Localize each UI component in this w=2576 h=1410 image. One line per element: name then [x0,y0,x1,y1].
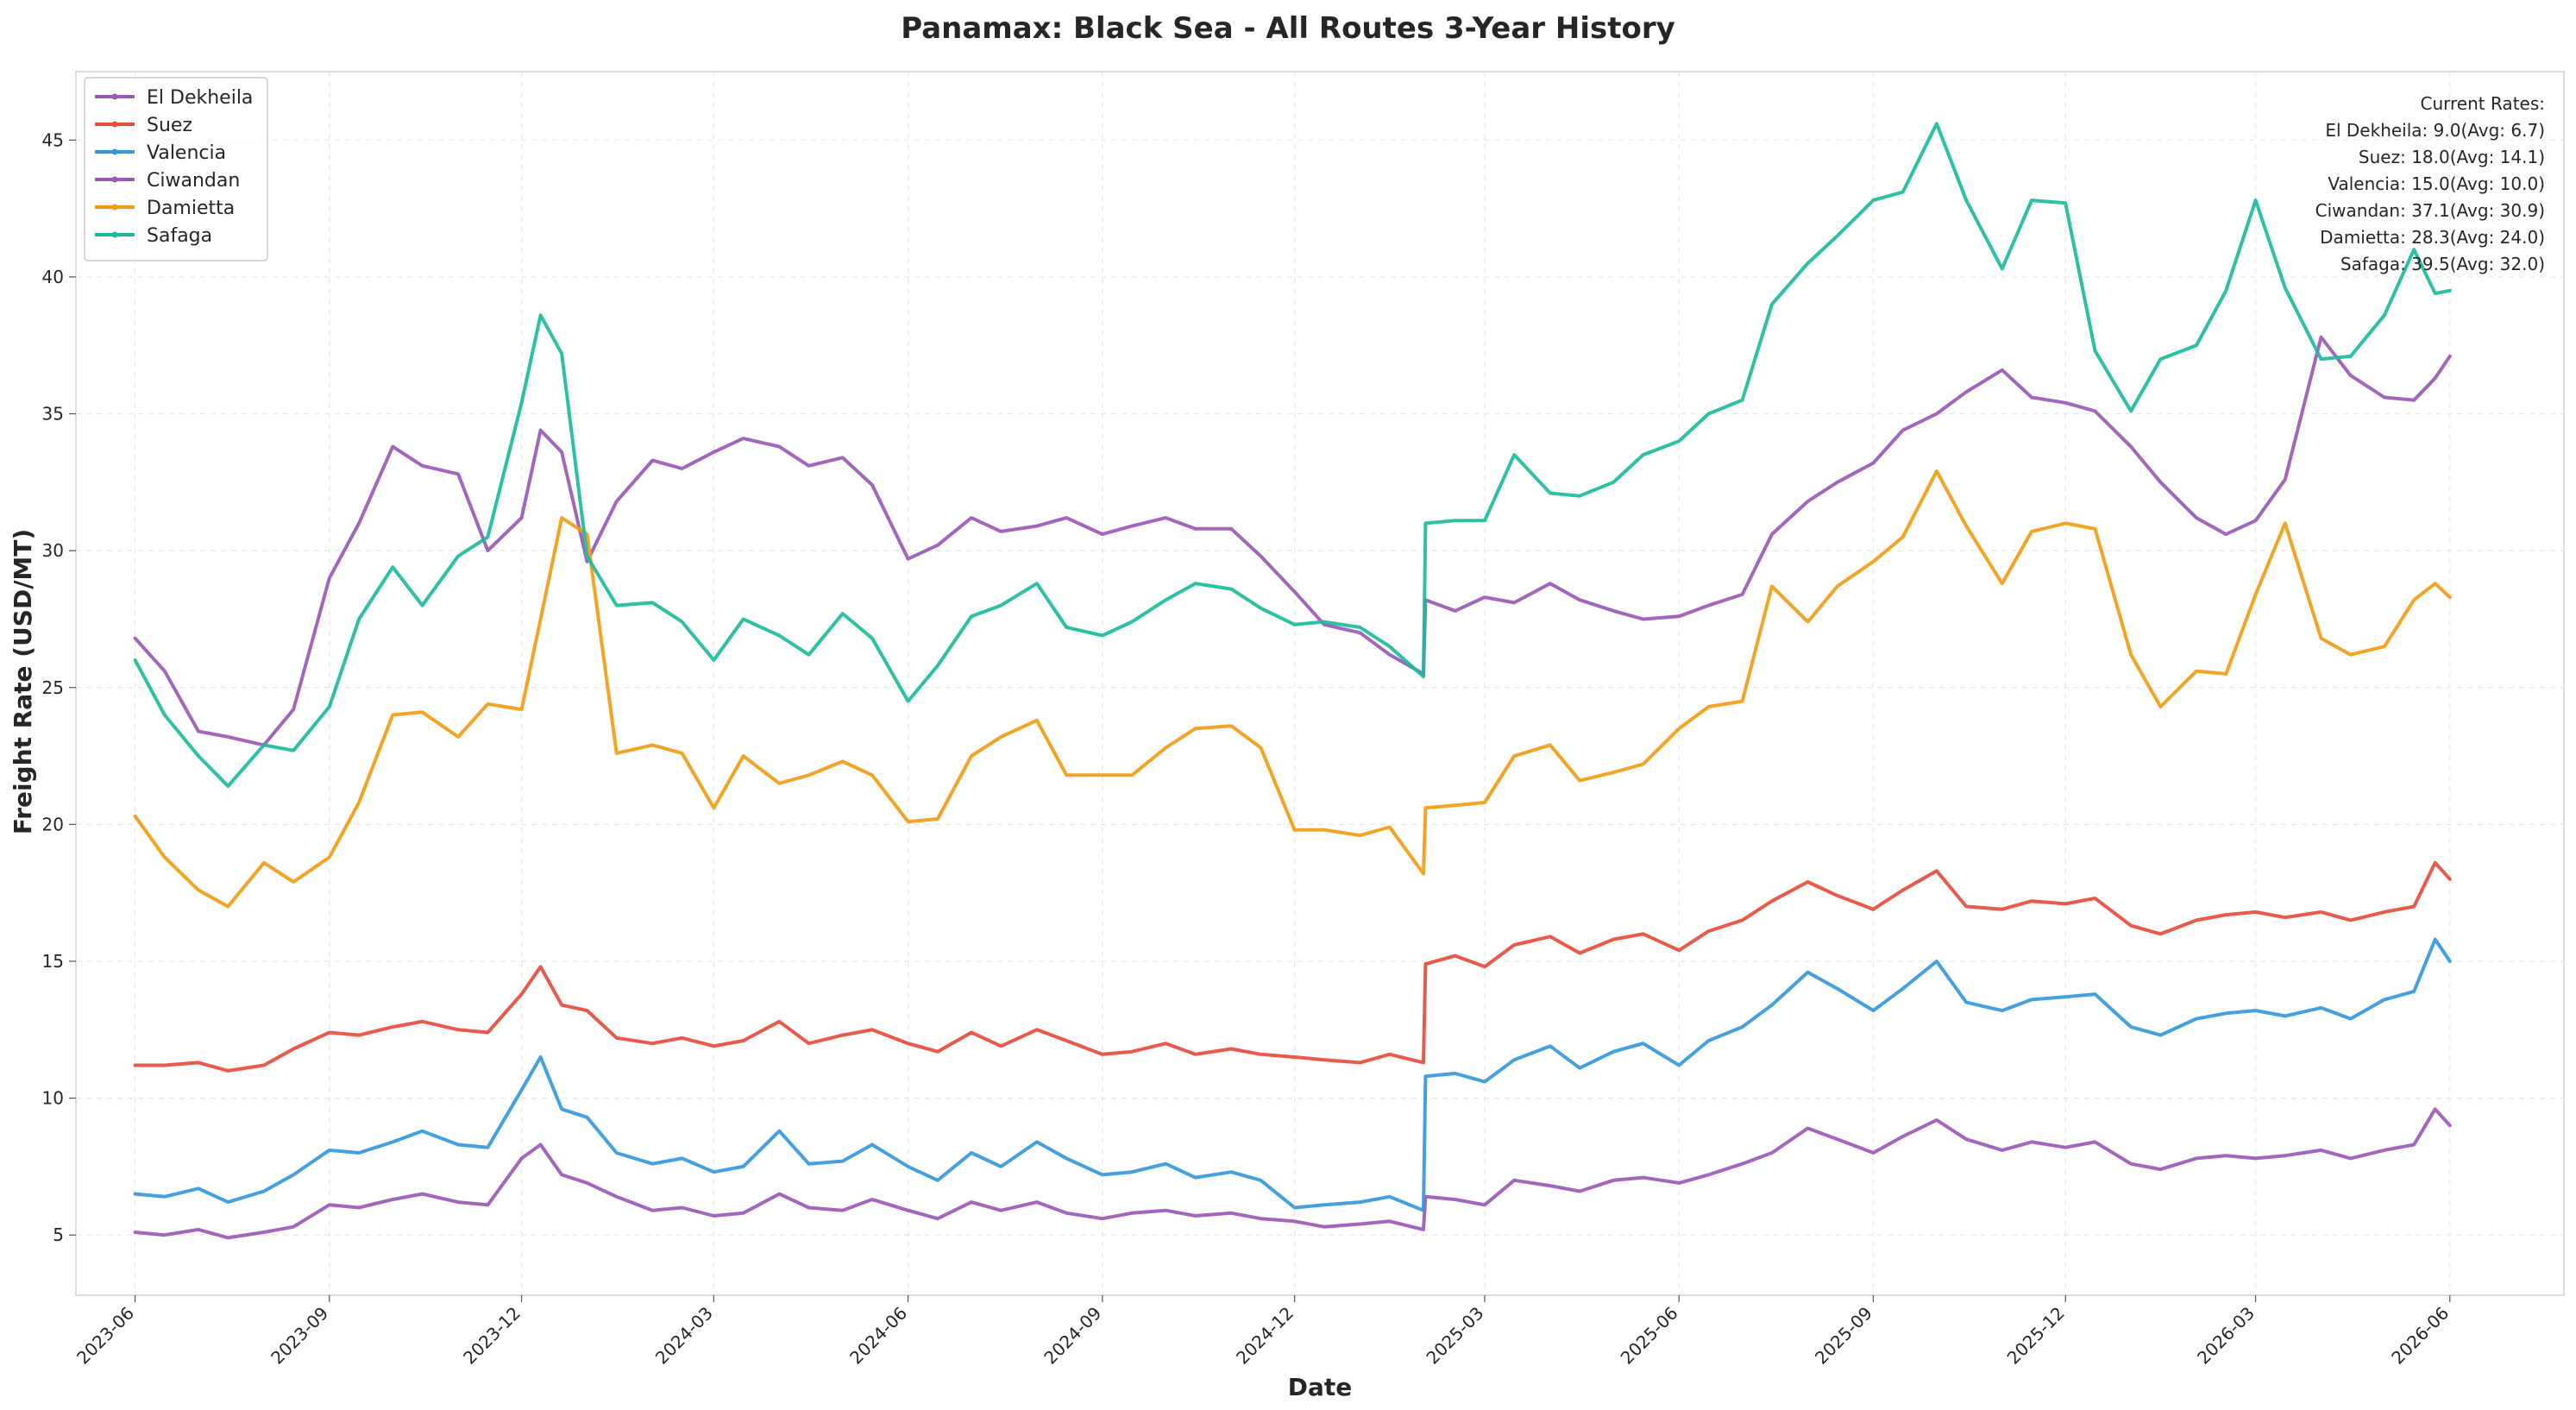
plot-area [75,71,2565,1296]
annotation-line: Safaga: 39.5(Avg: 32.0) [2340,254,2545,274]
annotation-line: Ciwandan: 37.1(Avg: 30.9) [2315,200,2545,221]
chart-title: Panamax: Black Sea - All Routes 3-Year H… [901,11,1675,46]
series-line [133,122,2452,788]
legend-marker [111,148,118,155]
series-line [133,860,2452,1073]
series-ciwandan [133,335,2452,747]
y-tick-label: 30 [42,540,64,561]
annotation-line: Damietta: 28.3(Avg: 24.0) [2320,227,2545,248]
legend-marker [111,176,118,183]
series-line [133,937,2452,1212]
legend-entry: Damietta [147,198,235,219]
y-tick-label: 5 [53,1224,64,1245]
legend: El Dekheila Suez Valencia Ciwandan Damietta S… [84,77,268,261]
series-line [133,1107,2452,1240]
legend-entry: Safaga [147,225,212,247]
series-valencia [133,937,2452,1212]
annotation-line: El Dekheila: 9.0(Avg: 6.7) [2325,120,2545,141]
annotation-line: Suez: 18.0(Avg: 14.1) [2359,147,2545,167]
legend-marker [111,93,118,100]
legend-marker [111,121,118,128]
legend-marker [111,231,118,238]
y-tick-label: 40 [42,267,64,287]
legend-entry: Ciwandan [147,170,240,192]
legend-entry: Suez [147,115,192,136]
x-axis-label: Date [1288,1373,1353,1401]
y-axis-label: Freight Rate (USD/MT) [9,529,37,834]
annotation-heading: Current Rates: [2421,93,2546,114]
y-tick-label: 25 [42,677,64,698]
series-lines [133,122,2452,1240]
current-rates-annotation: Current Rates: El Dekheila: 9.0(Avg: 6.7)… [2315,93,2545,274]
series-suez [133,860,2452,1073]
series-damietta [133,469,2452,909]
y-tick-label: 15 [42,951,64,972]
series-line [133,335,2452,747]
y-tick-label: 45 [42,129,64,150]
legend-entry: El Dekheila [147,87,253,109]
series-line [133,469,2452,909]
annotation-line: Valencia: 15.0(Avg: 10.0) [2328,173,2545,194]
y-tick-label: 35 [42,404,64,425]
series-el-dekheila [133,1107,2452,1240]
legend-marker [111,204,118,211]
y-tick-label: 20 [42,814,64,834]
y-tick-label: 10 [42,1088,64,1109]
legend-entry: Valencia [147,142,226,164]
series-safaga [133,122,2452,788]
